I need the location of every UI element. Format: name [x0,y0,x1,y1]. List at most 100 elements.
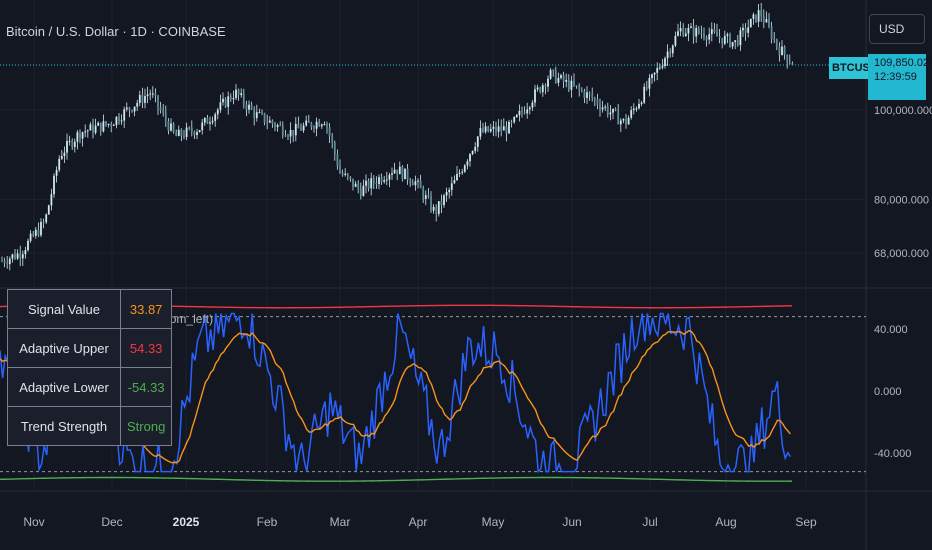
price-candle [736,40,739,46]
price-candle [731,41,734,47]
price-candle [760,10,763,16]
price-candle [489,129,492,132]
price-candle [32,233,35,236]
price-candle [162,110,165,113]
price-candle [63,152,66,156]
price-candle [305,120,308,126]
time-axis-label: 2025 [173,515,200,529]
price-candle [463,165,466,172]
time-axis-label: Apr [409,515,428,529]
price-candle [541,85,544,93]
price-candle [770,26,773,40]
price-candle [775,39,778,47]
price-candle [445,192,448,196]
price-candle [120,120,123,122]
price-candle [518,110,521,116]
price-candle [765,19,768,23]
time-axis-label: Jun [562,515,581,529]
price-candle [55,169,58,176]
price-candle [690,26,692,28]
price-candle [609,112,612,115]
price-candle [456,173,458,181]
price-candle [34,229,37,236]
adaptive-upper-label: Adaptive Upper [7,328,121,368]
price-candle [115,116,118,125]
time-axis-label: Aug [715,515,736,529]
price-candle [755,14,757,22]
price-candle [42,221,45,223]
price-candle [151,93,154,95]
price-candle [167,121,170,131]
price-candle [638,103,640,109]
price-candle [604,106,607,108]
price-candle [123,109,126,121]
price-candle [185,127,188,137]
price-candle [544,85,547,87]
price-candle [354,183,357,187]
price-candle [279,125,282,127]
price-candle [788,62,791,64]
price-candle [713,29,716,32]
price-candle [391,173,393,175]
price-candle [744,27,747,33]
time-axis-label: Jul [642,515,657,529]
price-candle [229,96,232,100]
oscillator-axis-label: -40.000 [874,448,911,460]
price-candle [417,180,419,182]
price-candle [331,135,334,143]
price-candle [557,77,560,83]
price-candle [653,72,656,75]
price-candle [521,110,523,113]
last-price-value: 109,850.020 [874,57,932,69]
oscillator-axis-label: 40.000 [874,324,908,336]
price-candle [443,195,445,206]
price-candle [224,98,227,107]
time-axis-label: Mar [330,515,351,529]
price-candle [677,31,679,36]
price-candle [404,168,406,180]
price-candle [79,132,81,139]
trend-strength-value: Strong [119,406,173,446]
price-candle [411,183,414,186]
price-candle [326,124,328,128]
price-candle [232,98,235,100]
time-axis-label: Dec [101,515,122,529]
price-candle [492,126,495,130]
price-candle [227,96,230,107]
price-candle [435,206,438,215]
price-candle [50,194,53,206]
price-axis-label: 68,000.000 [874,248,929,260]
adaptive-lower-line [0,476,793,482]
price-candle [385,179,388,181]
price-candle [406,168,409,180]
time-axis-label: Sep [795,515,817,529]
price-candle [682,28,685,36]
price-candle [112,124,115,126]
currency-button[interactable]: USD [869,14,925,44]
price-candle [40,221,42,236]
price-candle [235,89,237,99]
price-candle [175,132,178,137]
price-candle [515,115,518,118]
price-candle [440,201,443,206]
price-candle [276,125,279,128]
price-candle [159,107,162,111]
price-candle [131,109,133,112]
price-candle [723,35,726,44]
price-axis-label: 80,000.000 [874,194,929,206]
price-candle [697,27,700,33]
price-candle [216,109,219,115]
price-candle [424,195,427,199]
price-candle [705,37,708,40]
price-candle [206,117,209,124]
price-candle [45,214,48,223]
price-candle [599,104,601,110]
price-candle [495,126,497,132]
price-candle [263,113,266,123]
price-candle [783,46,786,55]
price-candle [450,183,453,190]
price-candle [310,122,313,128]
price-candle [656,68,659,73]
price-candle [258,112,261,114]
